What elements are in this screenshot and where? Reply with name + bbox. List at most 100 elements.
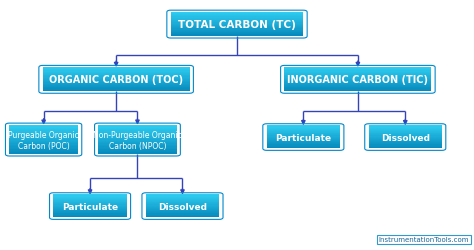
- Bar: [171, 32, 303, 33]
- Bar: [9, 148, 78, 150]
- Bar: [9, 128, 78, 130]
- Bar: [43, 89, 190, 91]
- Bar: [98, 128, 176, 130]
- Bar: [98, 125, 176, 127]
- Bar: [171, 30, 303, 32]
- Bar: [146, 204, 219, 206]
- Bar: [266, 138, 340, 140]
- Bar: [368, 142, 442, 143]
- Bar: [98, 144, 176, 146]
- Bar: [43, 76, 190, 78]
- Bar: [368, 137, 442, 138]
- Bar: [53, 194, 127, 196]
- Bar: [146, 197, 219, 198]
- Bar: [171, 12, 303, 14]
- Bar: [146, 199, 219, 200]
- Text: INORGANIC CARBON (TIC): INORGANIC CARBON (TIC): [287, 75, 428, 85]
- Bar: [53, 196, 127, 197]
- Bar: [98, 145, 176, 147]
- Bar: [171, 14, 303, 16]
- Bar: [43, 70, 190, 72]
- Bar: [284, 80, 431, 81]
- Bar: [266, 142, 340, 144]
- Bar: [98, 148, 176, 150]
- Bar: [53, 216, 127, 218]
- Bar: [98, 135, 176, 137]
- Bar: [171, 21, 303, 22]
- Bar: [368, 132, 442, 133]
- Bar: [368, 144, 442, 146]
- Bar: [53, 207, 127, 208]
- Bar: [146, 215, 219, 216]
- Bar: [266, 134, 340, 135]
- Bar: [43, 69, 190, 70]
- Bar: [284, 86, 431, 88]
- Bar: [43, 78, 190, 80]
- Bar: [266, 136, 340, 138]
- Bar: [284, 88, 431, 90]
- Bar: [171, 22, 303, 24]
- Bar: [53, 206, 127, 208]
- Bar: [368, 126, 442, 127]
- Bar: [9, 125, 78, 127]
- Bar: [53, 214, 127, 215]
- Text: Particulate: Particulate: [62, 202, 118, 211]
- Bar: [9, 151, 78, 153]
- Bar: [146, 214, 219, 215]
- Bar: [98, 136, 176, 138]
- Text: InstrumentationTools.com: InstrumentationTools.com: [379, 236, 469, 242]
- Bar: [171, 18, 303, 20]
- Bar: [284, 84, 431, 86]
- Bar: [53, 204, 127, 205]
- Bar: [9, 136, 78, 138]
- Bar: [53, 212, 127, 214]
- Bar: [368, 130, 442, 132]
- Bar: [171, 26, 303, 27]
- Bar: [98, 150, 176, 152]
- Bar: [284, 75, 431, 76]
- Bar: [9, 135, 78, 137]
- Bar: [284, 81, 431, 82]
- Bar: [146, 201, 219, 203]
- Bar: [266, 139, 340, 141]
- Bar: [284, 70, 431, 72]
- Bar: [146, 200, 219, 202]
- Bar: [284, 74, 431, 75]
- Bar: [284, 89, 431, 91]
- Bar: [146, 208, 219, 210]
- Bar: [368, 145, 442, 146]
- Bar: [368, 136, 442, 138]
- Bar: [98, 152, 176, 154]
- Bar: [266, 135, 340, 136]
- Bar: [146, 194, 219, 196]
- Bar: [98, 142, 176, 144]
- Bar: [98, 134, 176, 136]
- Bar: [9, 141, 78, 143]
- Bar: [43, 72, 190, 74]
- Bar: [171, 27, 303, 28]
- Bar: [9, 140, 78, 141]
- Text: Dissolved: Dissolved: [158, 202, 207, 211]
- Bar: [284, 72, 431, 74]
- Bar: [284, 71, 431, 73]
- Bar: [43, 71, 190, 73]
- Bar: [368, 132, 442, 134]
- Bar: [98, 141, 176, 143]
- Bar: [146, 204, 219, 205]
- Bar: [43, 88, 190, 90]
- Bar: [146, 198, 219, 200]
- Bar: [284, 69, 431, 70]
- Bar: [98, 140, 176, 141]
- Bar: [43, 81, 190, 82]
- Bar: [146, 207, 219, 208]
- Bar: [98, 132, 176, 134]
- Bar: [53, 201, 127, 203]
- Bar: [171, 23, 303, 25]
- Bar: [266, 128, 340, 130]
- Bar: [171, 16, 303, 18]
- Bar: [53, 215, 127, 216]
- Bar: [266, 144, 340, 146]
- Bar: [266, 145, 340, 146]
- Bar: [284, 76, 431, 78]
- Bar: [284, 86, 431, 87]
